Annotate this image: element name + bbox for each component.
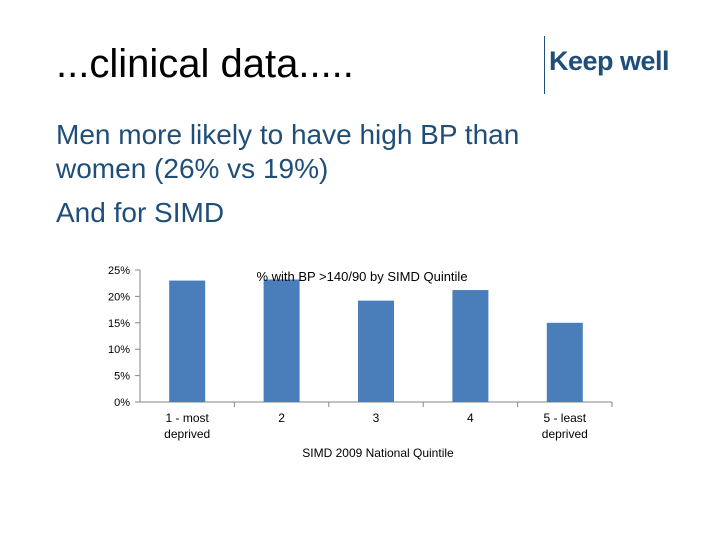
body-line-gender: Men more likely to have high BP than wom…	[56, 119, 520, 184]
bar-quintile-3	[358, 300, 394, 402]
y-tick-label: 25%	[108, 265, 130, 277]
bar-quintile-4	[452, 290, 489, 402]
y-tick-label: 5%	[114, 371, 130, 383]
body-line-simd: And for SIMD	[56, 197, 225, 228]
x-category-label: deprived	[542, 427, 588, 441]
chart-labels: 0% 5% 10% 15% 20% 25% 1 - most deprived 2 3 4 5 - l…	[108, 265, 588, 460]
x-category-label: 1 - most	[166, 411, 210, 425]
x-category-label: 2	[278, 411, 285, 425]
x-category-label: deprived	[164, 427, 210, 441]
bar-quintile-2	[263, 279, 300, 402]
chart-title: % with BP >140/90 by SIMD Quintile	[256, 269, 467, 284]
bar-quintile-1	[169, 280, 206, 402]
bar-quintile-5	[546, 322, 583, 402]
logo-text: Keep well	[549, 46, 670, 76]
x-category-label: 4	[467, 411, 474, 425]
y-tick-label: 0%	[114, 397, 130, 409]
x-category-label: 3	[373, 411, 380, 425]
keep-well-logo: Keep well	[544, 36, 677, 94]
slide-title: ...clinical data.....	[56, 42, 354, 86]
y-tick-label: 20%	[108, 291, 130, 303]
x-axis-title: SIMD 2009 National Quintile	[302, 446, 454, 460]
x-category-label: 5 - least	[543, 411, 586, 425]
slide-body: Men more likely to have high BP than wom…	[56, 118, 576, 230]
chart-bars	[169, 279, 583, 402]
y-tick-label: 15%	[108, 318, 130, 330]
y-tick-label: 10%	[108, 344, 130, 356]
